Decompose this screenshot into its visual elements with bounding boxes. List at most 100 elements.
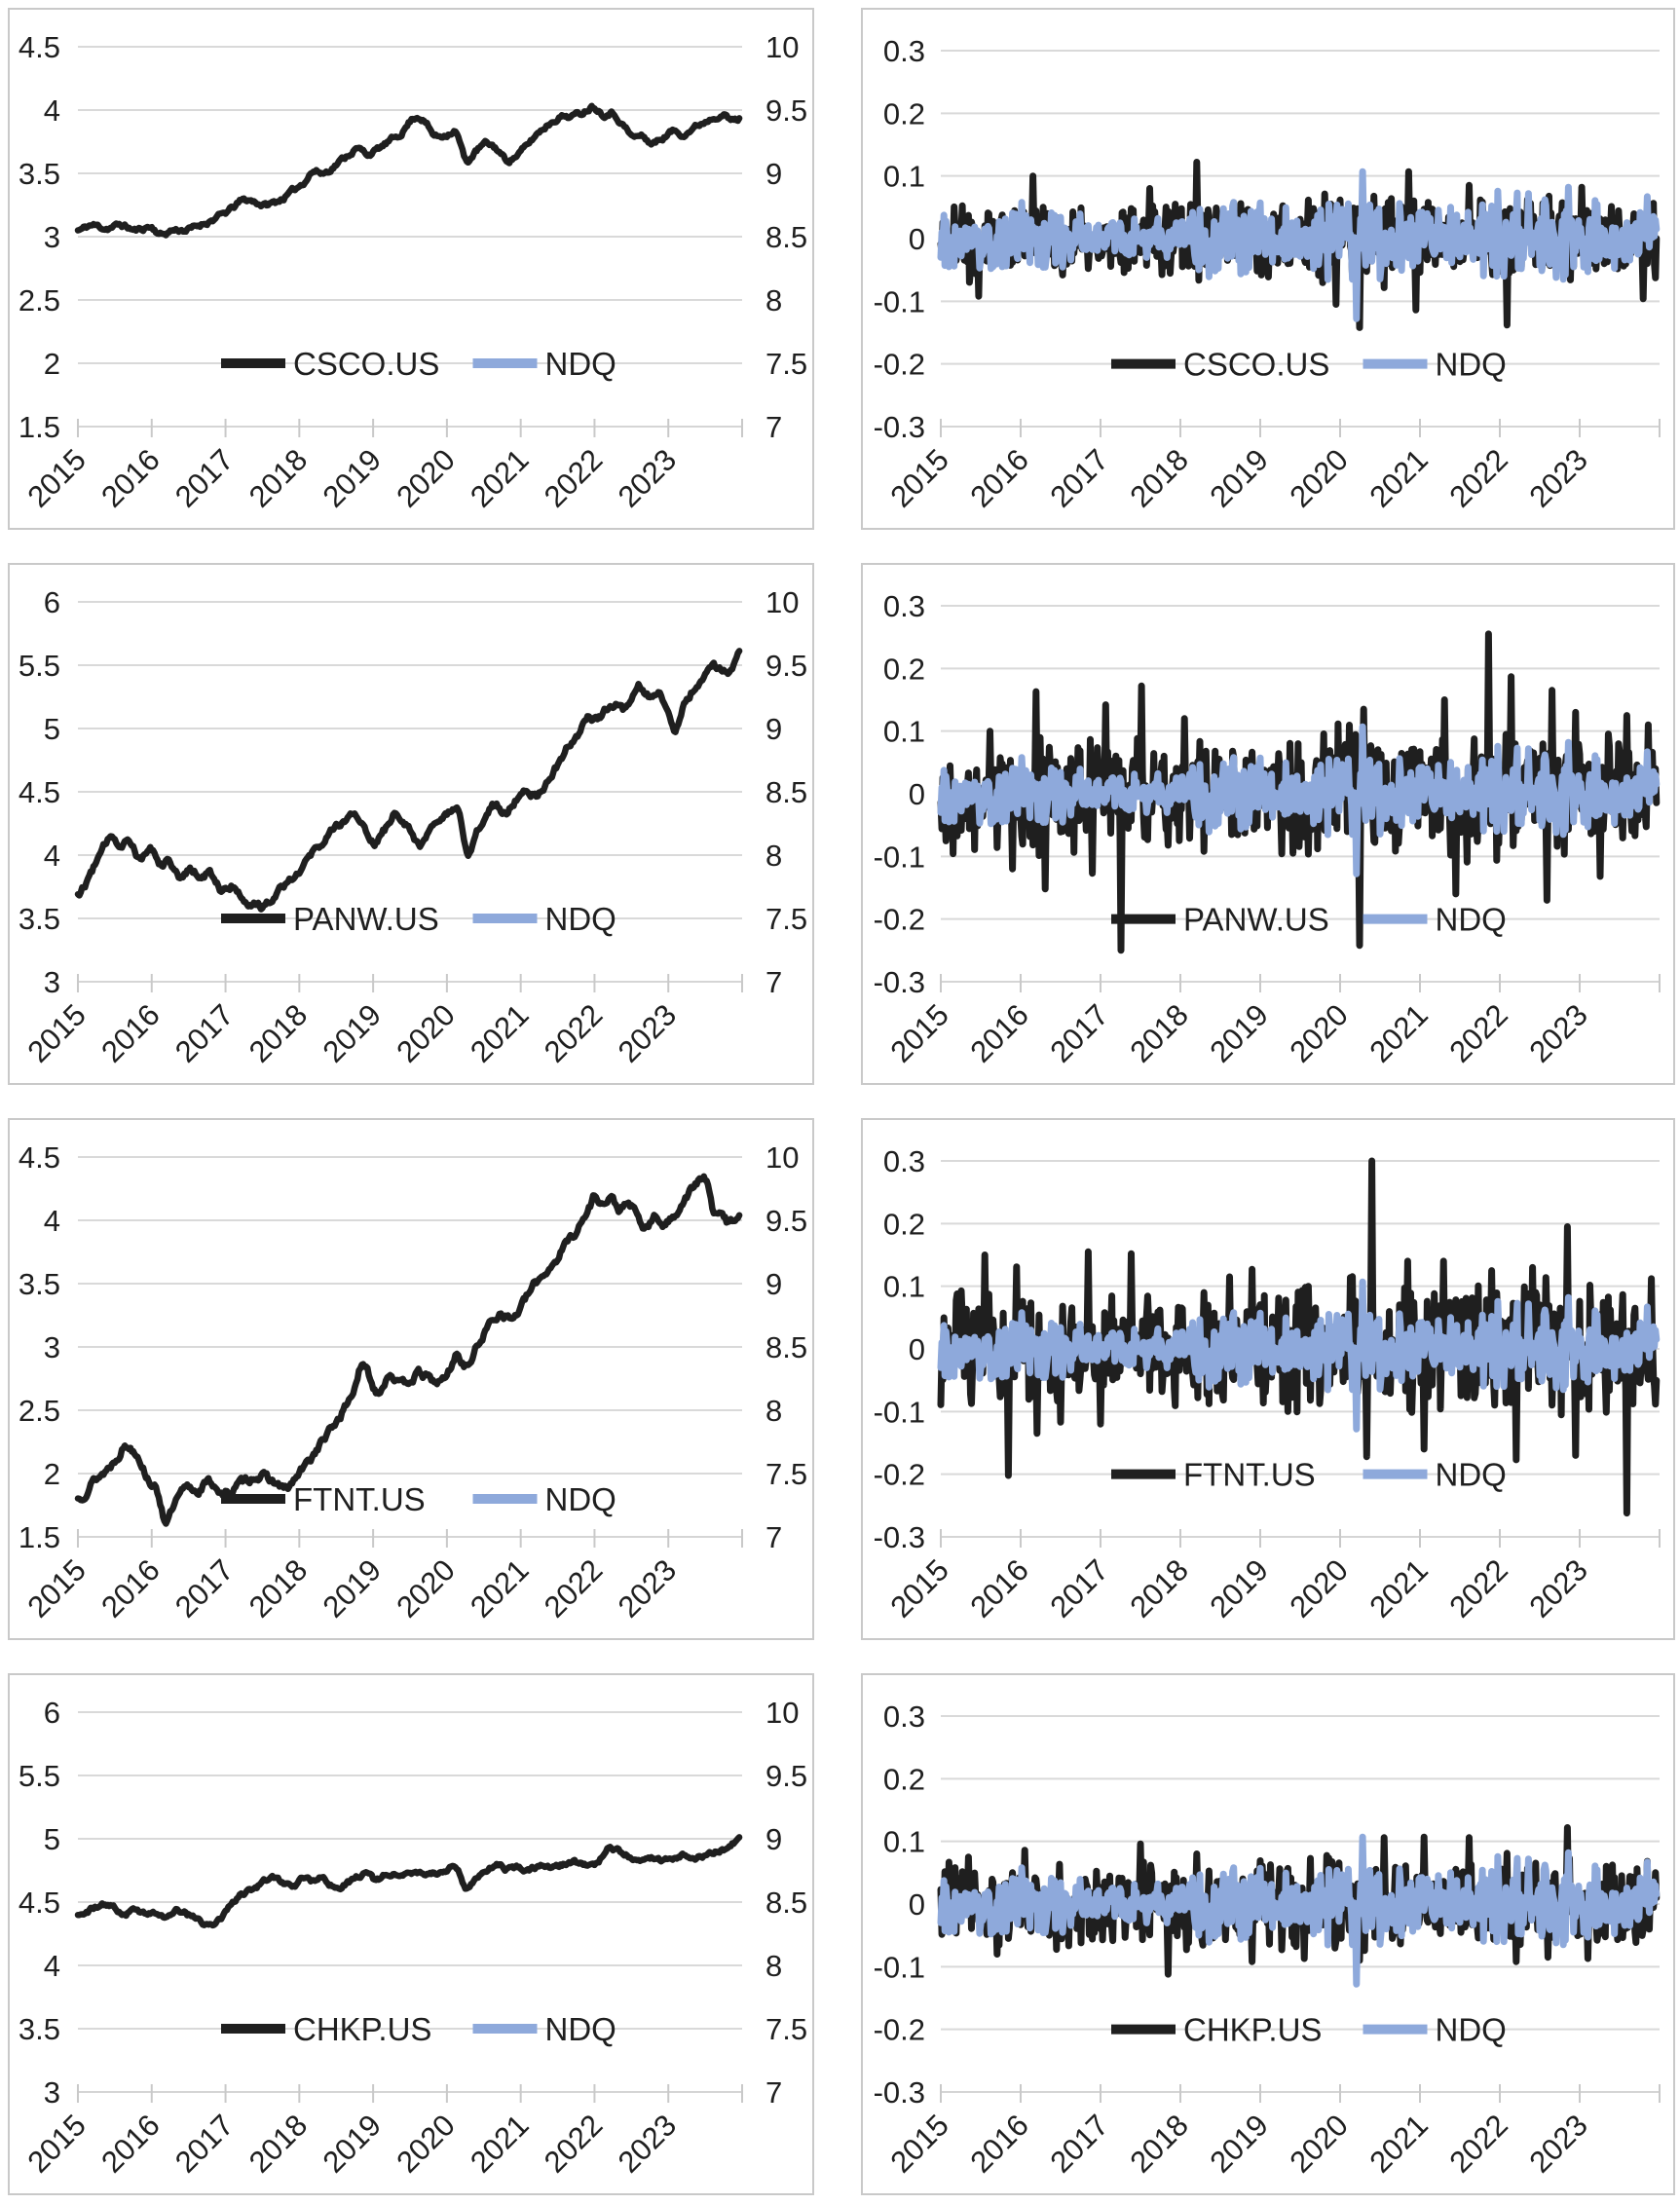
svg-text:10: 10 <box>765 30 799 64</box>
svg-text:2022: 2022 <box>538 1552 610 1625</box>
svg-text:2021: 2021 <box>464 2108 536 2180</box>
svg-text:0: 0 <box>909 1887 925 1922</box>
svg-text:8: 8 <box>765 1394 782 1428</box>
svg-text:3: 3 <box>44 1330 60 1364</box>
chart-csco-returns: -0.3 -0.2 -0.1 0 0.1 0.2 0.3 2015 2016 2017 2018 20… <box>861 8 1675 530</box>
svg-text:CSCO.US: CSCO.US <box>1183 347 1329 383</box>
svg-text:2017: 2017 <box>168 442 241 514</box>
svg-text:3: 3 <box>44 2075 60 2110</box>
svg-text:7.5: 7.5 <box>765 2012 807 2046</box>
svg-text:8: 8 <box>765 283 782 318</box>
chart-ftnt-price: 1.5 2 2.5 3 3.5 4 4.5 7 7.5 8 8.5 9 9.5 10 2015 2016 201… <box>8 1118 814 1640</box>
svg-text:-0.3: -0.3 <box>874 1520 925 1554</box>
svg-text:2020: 2020 <box>1283 1552 1355 1625</box>
svg-text:10: 10 <box>765 585 799 619</box>
svg-text:2017: 2017 <box>168 2108 241 2180</box>
svg-text:2019: 2019 <box>1203 442 1275 514</box>
svg-text:2022: 2022 <box>1442 997 1514 1069</box>
svg-text:0.1: 0.1 <box>883 1270 925 1304</box>
svg-text:-0.3: -0.3 <box>874 410 925 444</box>
svg-text:8: 8 <box>765 839 782 873</box>
svg-text:0: 0 <box>909 222 925 256</box>
svg-text:2018: 2018 <box>243 2108 315 2180</box>
svg-text:4.5: 4.5 <box>19 1140 60 1175</box>
svg-text:NDQ: NDQ <box>545 2011 616 2047</box>
svg-text:1.5: 1.5 <box>19 410 60 444</box>
svg-text:2020: 2020 <box>390 442 462 514</box>
svg-text:2020: 2020 <box>390 2108 462 2180</box>
svg-text:FTNT.US: FTNT.US <box>1183 1457 1316 1493</box>
svg-text:2016: 2016 <box>963 997 1035 1069</box>
svg-text:2020: 2020 <box>1283 997 1355 1069</box>
svg-text:-0.3: -0.3 <box>874 2075 925 2110</box>
svg-text:0.2: 0.2 <box>883 96 925 131</box>
svg-text:2015: 2015 <box>883 2108 955 2180</box>
svg-text:2022: 2022 <box>1442 1552 1514 1625</box>
svg-text:2020: 2020 <box>390 1552 462 1625</box>
svg-text:4: 4 <box>44 93 60 128</box>
svg-text:2021: 2021 <box>1363 442 1435 514</box>
svg-text:4.5: 4.5 <box>19 775 60 809</box>
svg-text:2023: 2023 <box>612 997 684 1069</box>
chart-chkp-returns: -0.3 -0.2 -0.1 0 0.1 0.2 0.3 2015 2016 2017 2018 20… <box>861 1673 1675 2195</box>
svg-text:NDQ: NDQ <box>1436 2012 1507 2048</box>
svg-text:-0.1: -0.1 <box>874 840 925 874</box>
svg-text:2018: 2018 <box>243 1552 315 1625</box>
svg-text:2022: 2022 <box>1442 2108 1514 2180</box>
svg-text:4: 4 <box>44 1204 60 1238</box>
svg-text:-0.1: -0.1 <box>874 1950 925 1984</box>
svg-text:0: 0 <box>909 777 925 811</box>
svg-text:2018: 2018 <box>243 442 315 514</box>
svg-text:3.5: 3.5 <box>19 1267 60 1301</box>
svg-text:3.5: 3.5 <box>19 157 60 191</box>
svg-text:2022: 2022 <box>538 997 610 1069</box>
svg-text:2020: 2020 <box>390 997 462 1069</box>
svg-text:2019: 2019 <box>1203 1552 1275 1625</box>
svg-text:2015: 2015 <box>20 2108 93 2180</box>
svg-text:NDQ: NDQ <box>545 901 616 937</box>
svg-text:FTNT.US: FTNT.US <box>293 1481 426 1517</box>
svg-text:NDQ: NDQ <box>1436 1457 1507 1493</box>
svg-text:0.3: 0.3 <box>883 1700 925 1734</box>
svg-text:2017: 2017 <box>168 997 241 1069</box>
chart-panw-returns: -0.3 -0.2 -0.1 0 0.1 0.2 0.3 2015 2016 2017 2018 20… <box>861 563 1675 1085</box>
svg-text:2019: 2019 <box>317 997 389 1069</box>
svg-text:9: 9 <box>765 157 782 191</box>
svg-text:2020: 2020 <box>1283 442 1355 514</box>
svg-text:2015: 2015 <box>883 1552 955 1625</box>
svg-text:2018: 2018 <box>1123 1552 1195 1625</box>
svg-text:4: 4 <box>44 1949 60 1983</box>
svg-text:-0.1: -0.1 <box>874 1395 925 1429</box>
svg-text:2021: 2021 <box>464 442 536 514</box>
svg-text:2019: 2019 <box>1203 2108 1275 2180</box>
svg-text:2021: 2021 <box>1363 1552 1435 1625</box>
svg-text:9.5: 9.5 <box>765 93 807 128</box>
svg-text:2021: 2021 <box>1363 997 1435 1069</box>
svg-text:2016: 2016 <box>963 1552 1035 1625</box>
svg-text:-0.2: -0.2 <box>874 903 925 937</box>
svg-text:6: 6 <box>44 585 60 619</box>
svg-text:2016: 2016 <box>963 442 1035 514</box>
svg-text:2017: 2017 <box>1043 2108 1115 2180</box>
svg-text:9.5: 9.5 <box>765 649 807 683</box>
svg-text:0.3: 0.3 <box>883 1144 925 1178</box>
svg-text:7: 7 <box>765 410 782 444</box>
svg-text:2020: 2020 <box>1283 2108 1355 2180</box>
svg-text:8.5: 8.5 <box>765 220 807 254</box>
svg-text:9.5: 9.5 <box>765 1204 807 1238</box>
svg-text:7: 7 <box>765 1520 782 1554</box>
svg-text:2015: 2015 <box>20 1552 93 1625</box>
svg-text:NDQ: NDQ <box>545 1481 616 1517</box>
svg-text:2017: 2017 <box>1043 1552 1115 1625</box>
svg-text:1.5: 1.5 <box>19 1520 60 1554</box>
svg-text:6: 6 <box>44 1696 60 1730</box>
svg-text:2023: 2023 <box>612 1552 684 1625</box>
svg-text:2023: 2023 <box>1522 1552 1594 1625</box>
svg-text:2015: 2015 <box>20 997 93 1069</box>
svg-text:2023: 2023 <box>1522 997 1594 1069</box>
svg-text:2015: 2015 <box>20 442 93 514</box>
